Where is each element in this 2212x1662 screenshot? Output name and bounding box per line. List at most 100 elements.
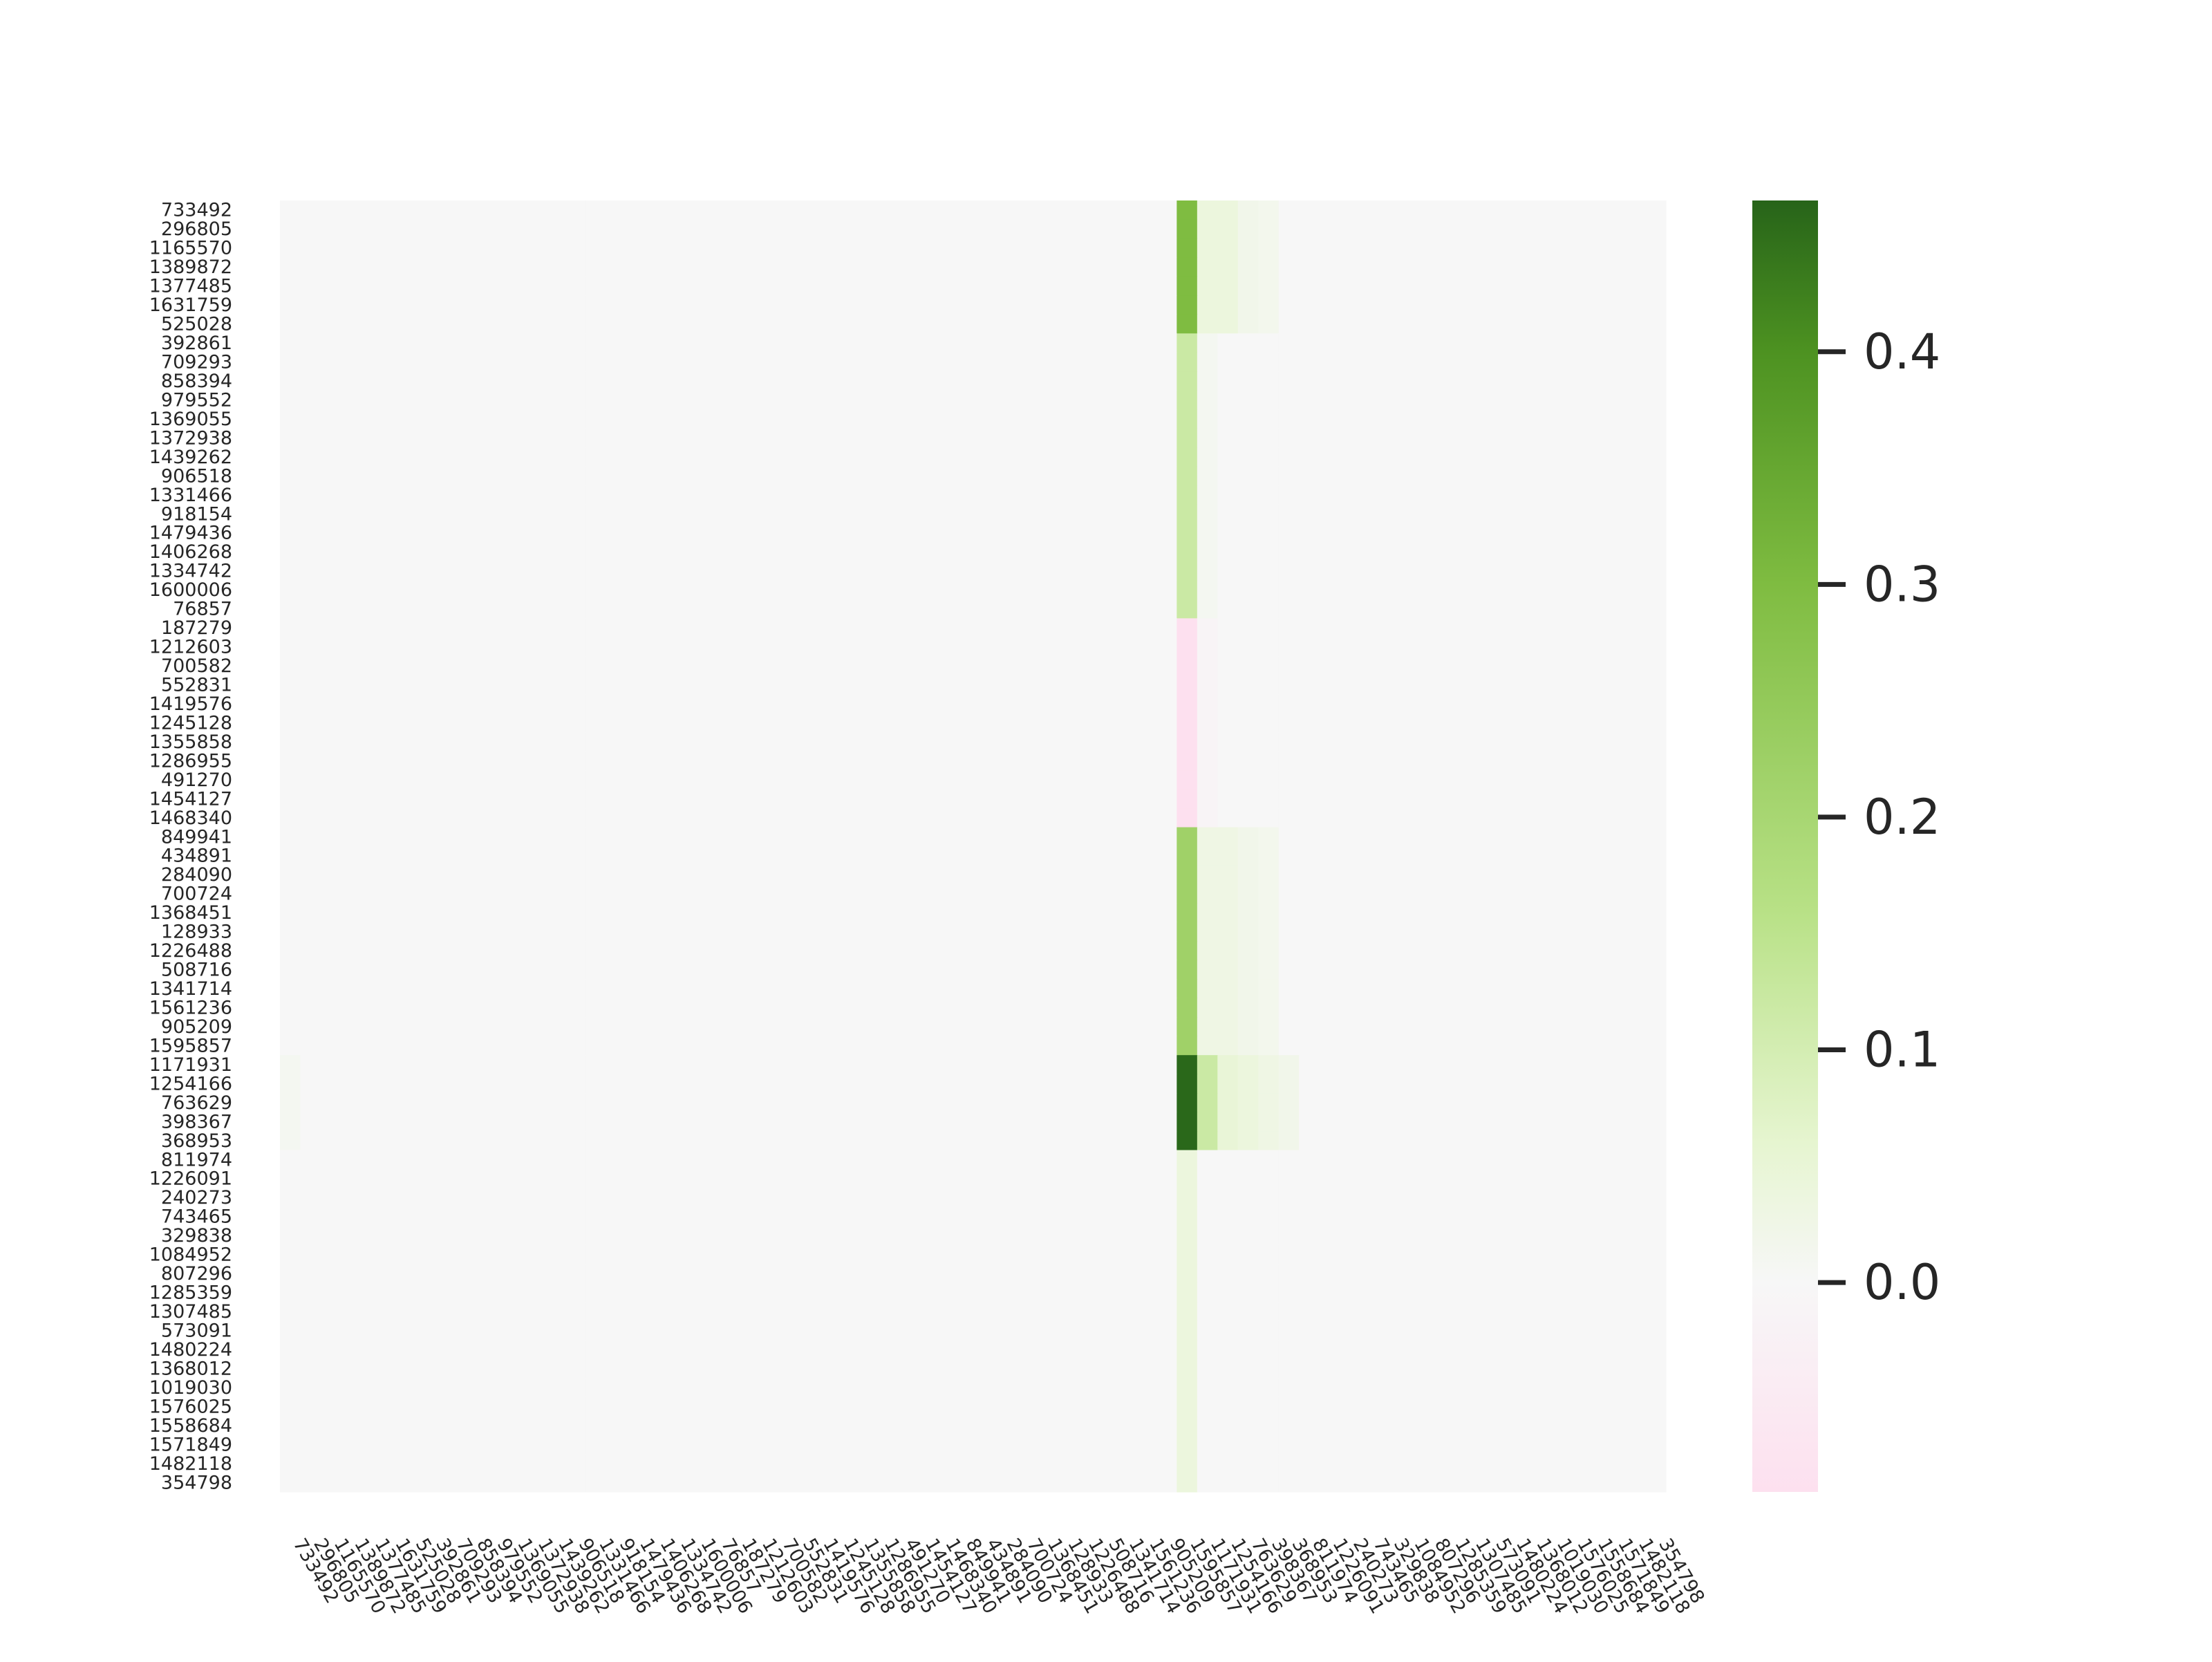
heatmap-cell (850, 504, 872, 524)
heatmap-cell (1604, 314, 1626, 334)
heatmap-cell (1258, 922, 1280, 942)
heatmap-cell (545, 1093, 566, 1113)
heatmap-cell (1074, 1454, 1096, 1474)
heatmap-cell (1319, 428, 1340, 448)
heatmap-cell (1115, 1244, 1136, 1264)
heatmap-cell (1462, 409, 1483, 429)
heatmap-cell (891, 371, 912, 391)
heatmap-cell (442, 371, 464, 391)
heatmap-cell (463, 1074, 485, 1094)
heatmap-cell (626, 770, 648, 790)
heatmap-cell (932, 409, 953, 429)
heatmap-cell (1584, 637, 1606, 657)
heatmap-cell (1299, 713, 1320, 733)
heatmap-cell (850, 865, 872, 885)
heatmap-cell (667, 352, 688, 372)
heatmap-cell (1340, 1416, 1361, 1436)
heatmap-cell (1095, 751, 1116, 771)
colorbar-tick-label: 0.4 (1864, 324, 1940, 380)
heatmap-cell (912, 1017, 933, 1037)
heatmap-cell (1544, 1473, 1565, 1493)
heatmap-cell (1421, 1416, 1443, 1436)
heatmap-cell (1033, 789, 1056, 809)
heatmap-cell (402, 219, 423, 239)
heatmap-cell (789, 903, 811, 923)
heatmap-cell (545, 1188, 566, 1208)
heatmap-cell (871, 1282, 892, 1302)
heatmap-cell (1462, 1358, 1483, 1379)
heatmap-cell (1319, 1264, 1340, 1284)
heatmap-cell (1013, 827, 1035, 847)
heatmap-cell (1177, 466, 1198, 486)
heatmap-cell (646, 637, 668, 657)
heatmap-cell (1319, 314, 1340, 334)
heatmap-cell (320, 1093, 342, 1113)
heatmap-cell (687, 1150, 709, 1170)
heatmap-cell (483, 447, 505, 467)
heatmap-cell (1115, 998, 1136, 1018)
heatmap-cell (361, 1226, 383, 1246)
heatmap-cell (1564, 276, 1585, 296)
heatmap-cell (545, 770, 566, 790)
heatmap-cell (953, 352, 974, 372)
heatmap-cell (1523, 713, 1544, 733)
heatmap-cell (1544, 314, 1565, 334)
heatmap-cell (565, 1282, 586, 1302)
heatmap-cell (1400, 1206, 1422, 1227)
heatmap-cell (830, 1244, 852, 1264)
heatmap-cell (402, 1074, 423, 1094)
heatmap-cell (300, 1093, 321, 1113)
heatmap-cell (545, 599, 566, 619)
heatmap-cell (504, 751, 525, 771)
heatmap-cell (1319, 1397, 1340, 1417)
heatmap-cell (606, 827, 627, 847)
heatmap-cell (626, 295, 648, 315)
heatmap-cell (993, 485, 1015, 505)
heatmap-cell (1013, 238, 1035, 259)
heatmap-cell (708, 1112, 729, 1132)
heatmap-cell (687, 1320, 709, 1341)
heatmap-cell (1645, 884, 1667, 904)
heatmap-cell (850, 998, 872, 1018)
heatmap-cell (953, 694, 974, 714)
heatmap-cell (341, 656, 362, 676)
heatmap-cell (646, 1282, 668, 1302)
heatmap-cell (1625, 200, 1647, 221)
heatmap-cell (1523, 561, 1544, 581)
heatmap-cell (504, 257, 525, 277)
heatmap-cell (953, 1112, 974, 1132)
heatmap-cell (1074, 542, 1096, 562)
heatmap-cell (1400, 637, 1422, 657)
heatmap-cell (1013, 1017, 1035, 1037)
heatmap-cell (606, 542, 627, 562)
heatmap-cell (442, 637, 464, 657)
heatmap-cell (1278, 523, 1300, 543)
heatmap-cell (1584, 979, 1606, 999)
heatmap-cell (320, 466, 342, 486)
heatmap-cell (402, 1302, 423, 1322)
heatmap-cell (1319, 637, 1340, 657)
heatmap-cell (524, 466, 545, 486)
heatmap-cell (749, 1435, 770, 1455)
heatmap-cell (1400, 1282, 1422, 1302)
heatmap-cell (1604, 903, 1626, 923)
heatmap-cell (524, 1112, 545, 1132)
heatmap-cell (1258, 1226, 1280, 1246)
heatmap-cell (1136, 257, 1157, 277)
heatmap-cell (606, 523, 627, 543)
heatmap-cell (1645, 599, 1667, 619)
heatmap-cell (606, 808, 627, 828)
heatmap-cell (341, 846, 362, 866)
heatmap-cell (973, 694, 994, 714)
heatmap-cell (545, 827, 566, 847)
heatmap-cell (1136, 200, 1157, 221)
heatmap-cell (300, 922, 321, 942)
heatmap-cell (545, 219, 566, 239)
heatmap-cell (1156, 580, 1177, 600)
heatmap-cell (1625, 238, 1647, 259)
heatmap-cell (1217, 1302, 1239, 1322)
heatmap-cell (708, 1150, 729, 1170)
heatmap-cell (565, 922, 586, 942)
heatmap-cell (1033, 884, 1056, 904)
heatmap-cell (1604, 1169, 1626, 1189)
